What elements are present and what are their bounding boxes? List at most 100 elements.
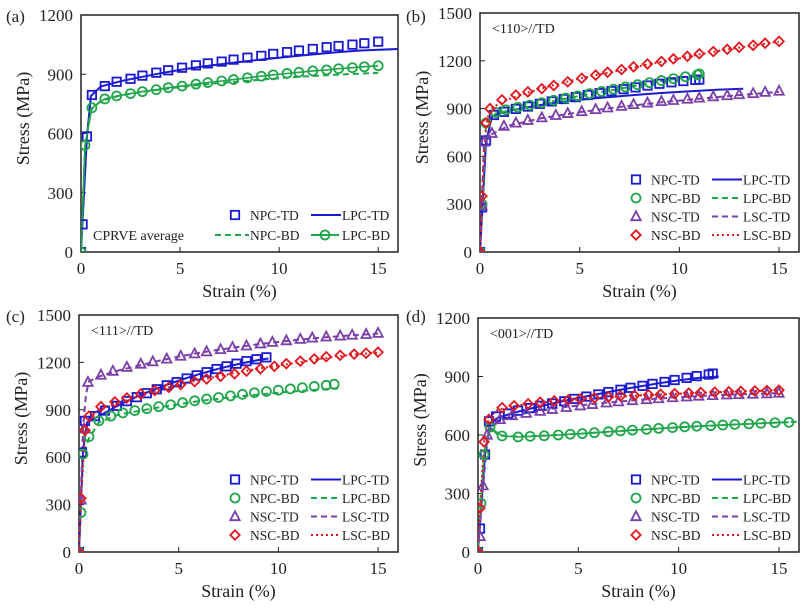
data-point-nsc-td: [772, 83, 786, 96]
data-point-npc-bd: [667, 422, 679, 433]
data-point-nsc-td: [254, 336, 267, 349]
data-point-npc-td: [86, 89, 97, 101]
data-point-npc-bd: [524, 430, 536, 442]
data-point-nsc-bd: [496, 401, 509, 414]
data-point-nsc-td: [534, 404, 547, 416]
data-point-npc-td: [307, 43, 318, 55]
data-point-npc-bd: [512, 101, 524, 113]
data-point-nsc-bd: [760, 384, 773, 397]
y-tick-label: 0: [462, 543, 471, 562]
y-tick-label: 900: [48, 65, 74, 84]
data-point-npc-bd: [320, 379, 332, 391]
data-point-npc-bd: [176, 80, 188, 92]
data-point-nsc-bd: [162, 381, 175, 394]
legend-label: NPC-BD: [651, 491, 701, 506]
data-point-npc-bd: [141, 403, 153, 415]
data-point-npc-td: [181, 373, 192, 384]
data-point-npc-bd: [79, 507, 87, 518]
data-point-npc-bd: [308, 381, 320, 392]
data-point-nsc-bd: [747, 39, 760, 52]
data-point-nsc-bd: [627, 60, 640, 73]
data-point-npc-bd: [249, 387, 260, 399]
data-point-npc-td: [569, 393, 580, 405]
data-point-nsc-bd: [480, 116, 492, 129]
data-point-nsc-bd: [509, 89, 522, 102]
data-point-npc-td: [691, 371, 702, 382]
data-point-nsc-bd: [547, 79, 560, 92]
data-point-npc-td: [79, 447, 88, 458]
data-point-npc-td: [522, 101, 533, 112]
data-point-nsc-bd: [480, 246, 486, 252]
data-point-npc-bd: [255, 70, 267, 82]
data-point-nsc-bd: [294, 355, 307, 368]
data-point-nsc-bd: [214, 370, 227, 383]
data-point-npc-td: [261, 352, 272, 363]
data-point-npc-bd: [608, 83, 619, 95]
data-point-nsc-td: [535, 110, 548, 123]
data-point-npc-td: [615, 384, 626, 395]
legend-marker-nsc-bd: [630, 529, 642, 541]
legend-label: NPC-BD: [651, 191, 701, 206]
data-point-nsc-bd: [94, 400, 107, 413]
data-point-nsc-td: [306, 330, 319, 343]
data-point-npc-td: [99, 81, 110, 92]
data-point-npc-bd: [189, 395, 201, 407]
data-point-npc-td: [281, 47, 293, 58]
x-tick-label: 0: [474, 559, 483, 578]
series-line-lpc-td: [81, 48, 398, 252]
legend: NPC-TD LPC-TD NPC-BD LPC-BD: [215, 208, 390, 243]
data-point-nsc-td: [546, 402, 559, 414]
y-tick-label: 300: [48, 184, 74, 203]
y-tick-label: 0: [65, 243, 74, 262]
data-point-nsc-bd: [694, 386, 707, 399]
data-point-npc-bd: [86, 102, 98, 114]
data-point-npc-bd: [228, 74, 239, 85]
legend-label: NSC-TD: [651, 510, 700, 525]
data-point-npc-td: [535, 400, 546, 411]
legend-marker-npc-bd: [229, 492, 241, 504]
x-tick-label: 10: [270, 559, 287, 578]
data-point-nsc-bd: [562, 393, 575, 406]
data-point-nsc-td: [549, 108, 562, 120]
data-point-npc-bd: [177, 397, 189, 409]
x-tick-label: 5: [174, 559, 183, 578]
data-point-npc-bd: [225, 390, 236, 402]
data-point-npc-bd: [321, 64, 333, 76]
data-point-nsc-td: [493, 412, 507, 425]
y-tick-label: 900: [46, 401, 72, 420]
data-point-nsc-td: [146, 354, 159, 367]
data-point-npc-bd: [548, 94, 560, 106]
data-point-npc-bd: [620, 81, 631, 93]
data-point-npc-bd: [267, 69, 279, 81]
y-tick-label: 1200: [438, 52, 472, 71]
data-point-nsc-bd: [79, 492, 87, 505]
data-point-npc-td: [647, 378, 658, 390]
data-point-nsc-bd: [280, 357, 293, 370]
data-point-npc-bd: [667, 73, 679, 85]
legend-label: NSC-BD: [651, 228, 701, 243]
data-point-nsc-td: [519, 406, 533, 418]
data-point-nsc-td: [294, 332, 307, 344]
data-point-npc-td: [111, 76, 122, 87]
data-point-npc-td: [228, 54, 239, 65]
data-point-nsc-td: [81, 375, 95, 387]
data-point-nsc-td: [497, 118, 511, 131]
y-tick-label: 1500: [438, 4, 472, 23]
data-point-npc-td: [659, 376, 670, 388]
x-tick-label: 10: [671, 259, 688, 278]
legend-label: LSC-BD: [743, 228, 791, 243]
series-line-lpc-bd: [81, 71, 379, 252]
data-point-npc-td: [190, 60, 202, 71]
data-point-npc-bd: [524, 99, 536, 111]
legend-label: NPC-TD: [250, 473, 299, 488]
data-point-npc-bd: [564, 428, 576, 440]
y-tick-label: 300: [445, 485, 471, 504]
data-point-npc-td: [111, 400, 122, 411]
data-point-nsc-bd: [334, 349, 347, 362]
legend-label: LPC-BD: [342, 491, 390, 506]
data-point-npc-bd: [656, 75, 667, 86]
data-point-nsc-bd: [759, 37, 772, 50]
data-point-npc-bd: [693, 68, 705, 80]
data-point-nsc-td: [240, 338, 253, 351]
